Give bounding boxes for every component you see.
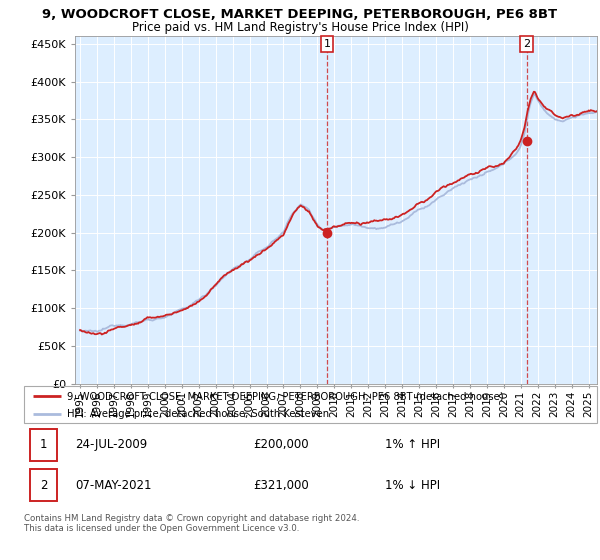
Text: 1% ↑ HPI: 1% ↑ HPI — [385, 438, 440, 451]
Bar — [30, 429, 57, 461]
Text: 9, WOODCROFT CLOSE, MARKET DEEPING, PETERBOROUGH, PE6 8BT: 9, WOODCROFT CLOSE, MARKET DEEPING, PETE… — [43, 8, 557, 21]
Text: 1% ↓ HPI: 1% ↓ HPI — [385, 479, 440, 492]
Text: 1: 1 — [323, 39, 331, 49]
Text: 2: 2 — [40, 479, 47, 492]
Text: 24-JUL-2009: 24-JUL-2009 — [76, 438, 148, 451]
Text: £321,000: £321,000 — [253, 479, 309, 492]
Text: 2: 2 — [523, 39, 530, 49]
Text: 1: 1 — [40, 438, 47, 451]
Text: Contains HM Land Registry data © Crown copyright and database right 2024.
This d: Contains HM Land Registry data © Crown c… — [24, 514, 359, 534]
Text: HPI: Average price, detached house, South Kesteven: HPI: Average price, detached house, Sout… — [67, 409, 329, 419]
Text: £200,000: £200,000 — [253, 438, 309, 451]
Text: 07-MAY-2021: 07-MAY-2021 — [76, 479, 152, 492]
Text: 9, WOODCROFT CLOSE, MARKET DEEPING, PETERBOROUGH, PE6 8BT (detached house): 9, WOODCROFT CLOSE, MARKET DEEPING, PETE… — [67, 391, 503, 401]
Bar — [30, 469, 57, 501]
Text: Price paid vs. HM Land Registry's House Price Index (HPI): Price paid vs. HM Land Registry's House … — [131, 21, 469, 34]
